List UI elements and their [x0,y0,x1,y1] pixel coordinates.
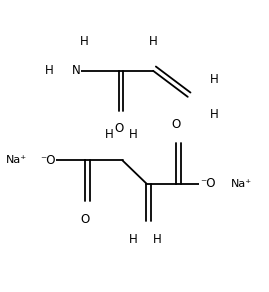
Text: H: H [153,234,161,246]
Text: H: H [210,73,219,86]
Text: H: H [129,234,137,246]
Text: H: H [80,35,88,48]
Text: N: N [72,64,80,77]
Text: H: H [149,35,158,48]
Text: H: H [105,128,114,141]
Text: O: O [114,122,123,135]
Text: H: H [45,64,54,77]
Text: H: H [129,128,137,141]
Text: ⁻O: ⁻O [200,177,215,190]
Text: Na⁺: Na⁺ [231,179,252,189]
Text: O: O [171,118,180,131]
Text: ⁻O: ⁻O [40,154,56,167]
Text: H: H [210,108,219,121]
Text: Na⁺: Na⁺ [5,155,27,166]
Text: O: O [81,213,90,226]
